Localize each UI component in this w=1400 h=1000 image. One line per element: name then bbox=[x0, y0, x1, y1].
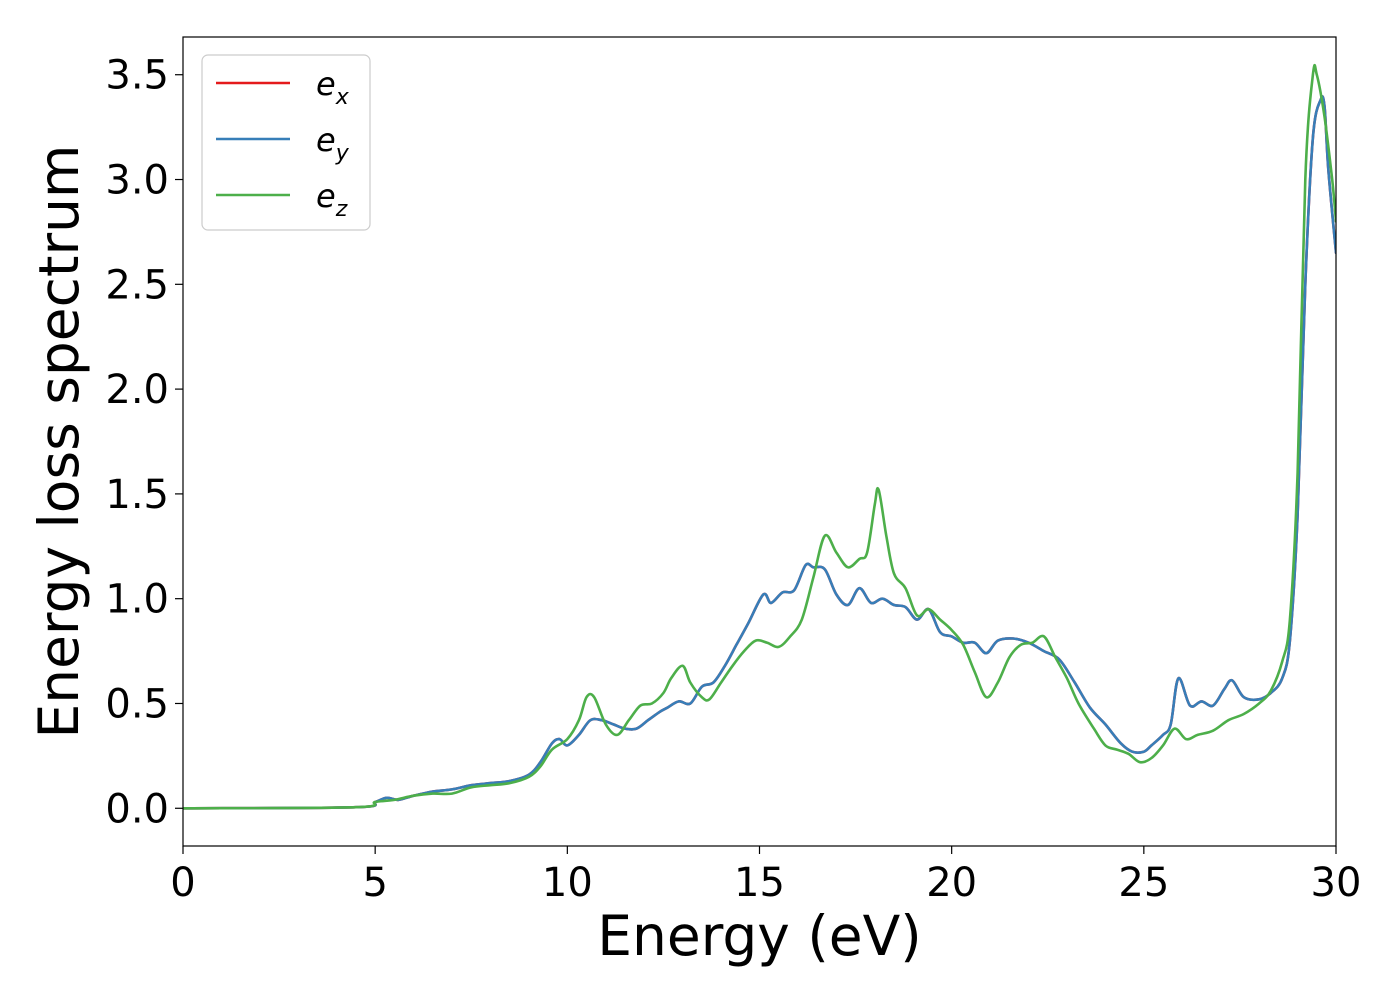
series-line-z bbox=[183, 63, 1336, 810]
legend-label-base: e bbox=[316, 177, 336, 215]
y-tick-label: 0.5 bbox=[105, 681, 169, 727]
legend-label-base: e bbox=[316, 65, 336, 103]
y-tick-label: 3.0 bbox=[105, 158, 169, 204]
series-line-y bbox=[183, 95, 1336, 810]
x-tick-label: 30 bbox=[1311, 860, 1362, 906]
x-tick-label: 25 bbox=[1118, 860, 1169, 906]
legend-label-z: ez bbox=[316, 177, 348, 222]
x-tick-label: 15 bbox=[734, 860, 785, 906]
legend-box bbox=[201, 54, 371, 231]
series-lines bbox=[183, 63, 1336, 810]
x-axis-title: Energy (eV) bbox=[597, 904, 921, 968]
x-tick-label: 10 bbox=[542, 860, 593, 906]
legend-label-base: e bbox=[316, 121, 336, 159]
legend-label-subscript: x bbox=[335, 85, 350, 110]
y-tick-label: 2.5 bbox=[105, 262, 169, 308]
x-tick-label: 0 bbox=[170, 860, 195, 906]
y-tick-label: 1.0 bbox=[105, 577, 169, 623]
y-tick-label: 3.5 bbox=[105, 53, 169, 99]
y-tick-label: 0.0 bbox=[105, 786, 169, 832]
legend-label-y: ey bbox=[316, 121, 350, 166]
legend-label-subscript: z bbox=[335, 197, 348, 222]
legend-label-subscript: y bbox=[335, 141, 350, 166]
y-tick-label: 1.5 bbox=[105, 472, 169, 518]
axis-ticks: 0 5 10 15 20 25 30 0.0 0.5 1.0 1.5 2.0 2.5 3.0 3.5 bbox=[105, 53, 1361, 906]
x-tick-label: 5 bbox=[362, 860, 387, 906]
y-axis-title: Energy loss spectrum bbox=[27, 144, 91, 738]
x-tick-label: 20 bbox=[926, 860, 977, 906]
y-tick-label: 2.0 bbox=[105, 367, 169, 413]
legend-label-x: ex bbox=[316, 65, 350, 110]
